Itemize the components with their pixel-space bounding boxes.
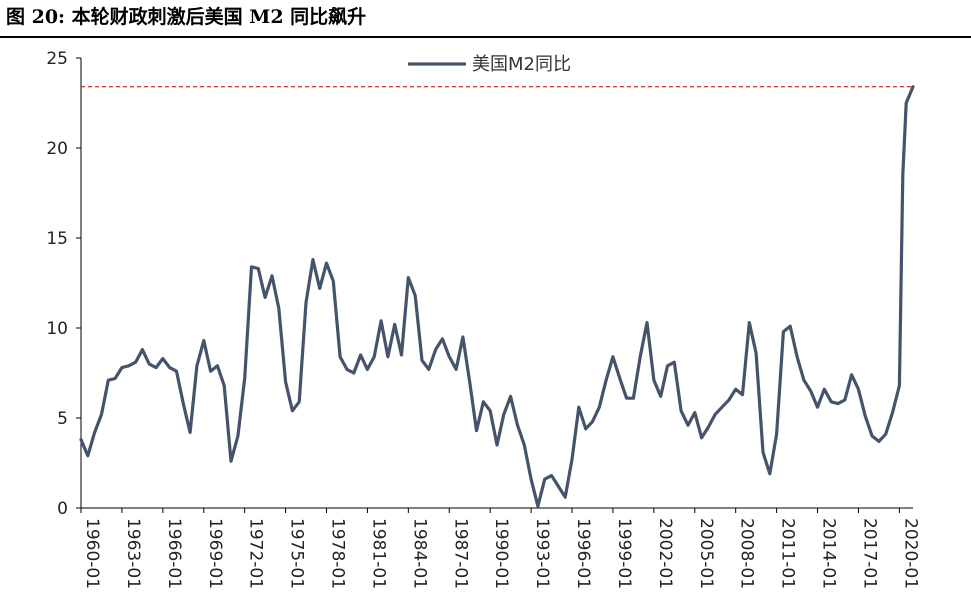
y-tick-label: 5: [57, 409, 68, 429]
x-tick-label: 1975-01: [287, 518, 307, 589]
x-tick-label: 1966-01: [164, 518, 184, 589]
x-tick-label: 2005-01: [696, 518, 716, 589]
y-axis-ticks: 0 5 10 15 20 25: [46, 49, 81, 519]
x-tick-label: 2020-01: [900, 518, 920, 589]
y-tick-label: 10: [46, 319, 68, 339]
x-tick-label: 1999-01: [614, 518, 634, 589]
x-tick-label: 1990-01: [491, 518, 511, 589]
y-tick-label: 15: [46, 229, 68, 249]
x-axis-ticks: 1960-01 1963-01 1966-01 1969-01 1972-01 1975-…: [80, 508, 920, 589]
x-tick-label: 1963-01: [123, 518, 143, 589]
x-tick-label: 2017-01: [859, 518, 879, 589]
x-tick-label: 1960-01: [82, 518, 102, 589]
x-tick-label: 2011-01: [778, 518, 798, 589]
figure-title: 图 20: 本轮财政刺激后美国 M2 同比飙升: [6, 6, 367, 28]
x-tick-label: 1993-01: [532, 518, 552, 589]
x-tick-label: 2008-01: [737, 518, 757, 589]
series-line-us-m2-yoy: [79, 85, 915, 508]
legend-label: 美国M2同比: [472, 54, 571, 75]
x-tick-label: 1996-01: [573, 518, 593, 589]
title-rule: [0, 36, 971, 38]
x-tick-label: 2014-01: [819, 518, 839, 589]
x-tick-label: 1984-01: [409, 518, 429, 589]
x-tick-label: 1987-01: [450, 518, 470, 589]
x-tick-label: 1981-01: [368, 518, 388, 589]
x-tick-label: 1978-01: [328, 518, 348, 589]
legend: 美国M2同比: [408, 54, 571, 75]
x-tick-label: 2002-01: [655, 518, 675, 589]
y-tick-label: 25: [46, 49, 68, 69]
x-tick-label: 1972-01: [246, 518, 266, 589]
x-tick-label: 1969-01: [205, 518, 225, 589]
y-tick-label: 20: [46, 139, 68, 159]
y-tick-label: 0: [57, 499, 68, 519]
